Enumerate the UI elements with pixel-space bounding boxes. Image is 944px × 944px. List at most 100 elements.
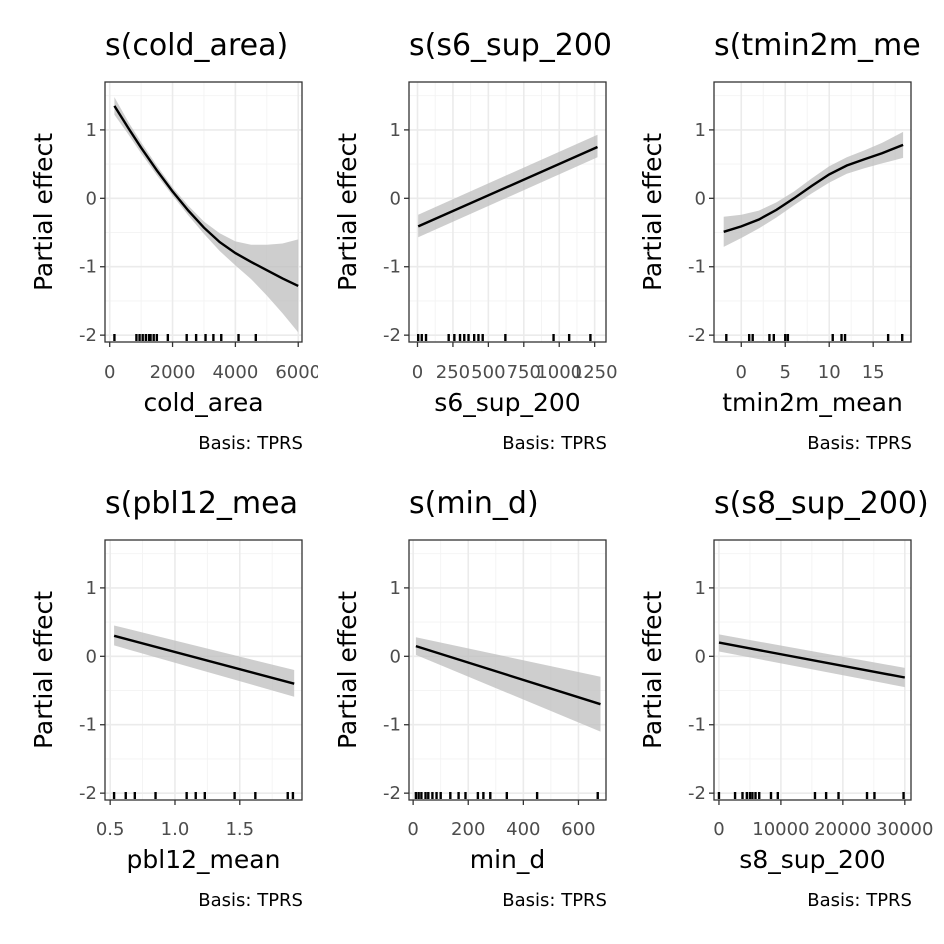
panel-6: 0 10000 20000 30000 s(s8_sup_200) -2 -1 0 1 s8_su… xyxy=(638,486,933,911)
y-tick-label: 0 xyxy=(695,188,706,209)
x-tick-label: 0 xyxy=(407,819,418,840)
fitted-line xyxy=(417,145,598,228)
panel-border xyxy=(104,81,303,343)
y-tick-label: 1 xyxy=(695,120,706,141)
x-tick-label: 30000 xyxy=(876,819,933,840)
panel-title: s(cold_area) xyxy=(105,28,288,63)
y-axis-title: Partial effect xyxy=(638,133,667,291)
y-tick-label: -2 xyxy=(79,325,97,346)
panel-3: 0 5 10 15 s(tmin2m_me -2 -1 0 1 tmin2m_mean Partia… xyxy=(638,28,921,454)
basis-caption: Basis: TPRS xyxy=(198,433,303,454)
x-tick-label: 1.0 xyxy=(161,819,190,840)
panel-title: s(s8_sup_200) xyxy=(714,486,929,521)
panel-text-layer: 0 2000 4000 6000 s(cold_area) xyxy=(104,28,321,383)
x-tick-label: 5 xyxy=(780,362,791,383)
y-tick-label: 1 xyxy=(390,120,401,141)
y-tick-label: 1 xyxy=(86,120,97,141)
confidence-band xyxy=(114,97,299,333)
panel-border xyxy=(713,81,912,343)
y-tick-label: -1 xyxy=(688,257,706,278)
y-tick-label: -1 xyxy=(79,257,97,278)
x-axis-title: s6_sup_200 xyxy=(434,388,580,417)
panel-text-layer: 0 5 10 15 s(tmin2m_me xyxy=(714,28,921,383)
y-axis-title: Partial effect xyxy=(333,591,362,749)
x-tick-label: 200 xyxy=(451,819,485,840)
y-tick-label: -1 xyxy=(79,715,97,736)
y-tick-label: 1 xyxy=(86,578,97,599)
fitted-line xyxy=(113,634,295,685)
x-axis-title: tmin2m_mean xyxy=(722,388,903,417)
y-axis-title: Partial effect xyxy=(333,133,362,291)
basis-caption: Basis: TPRS xyxy=(502,433,607,454)
x-tick-label: 400 xyxy=(506,819,540,840)
panel-border xyxy=(713,539,912,801)
x-tick-label: 750 xyxy=(507,362,541,383)
y-tick-label: 0 xyxy=(695,646,706,667)
y-tick-label: 0 xyxy=(86,646,97,667)
panel-title: s(min_d) xyxy=(409,486,539,521)
basis-caption: Basis: TPRS xyxy=(198,890,303,911)
panel-4: 0.5 1.0 1.5 s(pbl12_mea -2 -1 0 1 pbl12_mean Part… xyxy=(29,486,303,911)
x-tick-label: 0 xyxy=(713,819,724,840)
panel-title: s(pbl12_mea xyxy=(105,486,298,521)
y-tick-label: -2 xyxy=(79,783,97,804)
y-axis-title: Partial effect xyxy=(638,591,667,749)
x-tick-label: 6000 xyxy=(275,362,321,383)
x-tick-label: 600 xyxy=(561,819,595,840)
x-tick-label: 0.5 xyxy=(96,819,125,840)
y-tick-label: 0 xyxy=(86,188,97,209)
panel-1: 0 2000 4000 6000 s(cold_area) -2 -1 0 1 cold_area… xyxy=(29,28,321,454)
y-tick-label: -1 xyxy=(688,715,706,736)
panel-border xyxy=(408,81,607,343)
y-axis-title: Partial effect xyxy=(29,591,58,749)
x-tick-label: 20000 xyxy=(814,819,871,840)
fitted-line xyxy=(415,644,601,706)
panel-5: 0 200 400 600 s(min_d) -2 -1 0 1 min_d Partial eff… xyxy=(333,486,607,911)
x-tick-label: 0 xyxy=(736,362,747,383)
panel-title: s(s6_sup_200 xyxy=(409,28,612,63)
basis-caption: Basis: TPRS xyxy=(807,890,912,911)
y-tick-label: 0 xyxy=(390,188,401,209)
panel-border xyxy=(408,539,607,801)
confidence-band xyxy=(723,131,904,247)
x-tick-label: 1250 xyxy=(572,362,618,383)
y-tick-label: -1 xyxy=(383,257,401,278)
panel-text-layer: 0 10000 20000 30000 s(s8_sup_200) xyxy=(713,486,933,840)
confidence-band xyxy=(415,637,601,732)
y-tick-label: -1 xyxy=(383,715,401,736)
basis-caption: Basis: TPRS xyxy=(502,890,607,911)
x-axis-title: pbl12_mean xyxy=(127,845,281,874)
fitted-line xyxy=(723,143,904,233)
y-axis-title: Partial effect xyxy=(29,133,58,291)
x-tick-label: 4000 xyxy=(212,362,258,383)
panel-text-layer: 0.5 1.0 1.5 s(pbl12_mea xyxy=(96,486,298,840)
x-tick-label: 2000 xyxy=(150,362,196,383)
x-tick-label: 1000 xyxy=(536,362,582,383)
y-tick-label: 1 xyxy=(390,578,401,599)
fitted-line xyxy=(718,641,906,679)
x-tick-label: 15 xyxy=(862,362,885,383)
y-tick-label: -2 xyxy=(383,325,401,346)
x-tick-label: 0 xyxy=(104,362,115,383)
panel-text-layer: 0 200 400 600 s(min_d) xyxy=(407,486,595,840)
y-tick-label: 0 xyxy=(390,646,401,667)
x-tick-label: 250 xyxy=(436,362,470,383)
x-tick-label: 0 xyxy=(412,362,423,383)
x-tick-label: 1.5 xyxy=(225,819,254,840)
x-tick-label: 10 xyxy=(818,362,841,383)
fitted-line xyxy=(113,105,299,287)
panel-title: s(tmin2m_me xyxy=(714,28,921,63)
y-tick-label: -2 xyxy=(688,325,706,346)
x-tick-label: 500 xyxy=(471,362,505,383)
basis-caption: Basis: TPRS xyxy=(807,433,912,454)
x-axis-title: min_d xyxy=(470,845,546,874)
x-axis-title: s8_sup_200 xyxy=(739,845,885,874)
y-tick-label: 1 xyxy=(695,578,706,599)
confidence-band xyxy=(114,625,295,697)
y-tick-label: -2 xyxy=(688,783,706,804)
panel-border xyxy=(104,539,303,801)
x-tick-label: 10000 xyxy=(752,819,809,840)
